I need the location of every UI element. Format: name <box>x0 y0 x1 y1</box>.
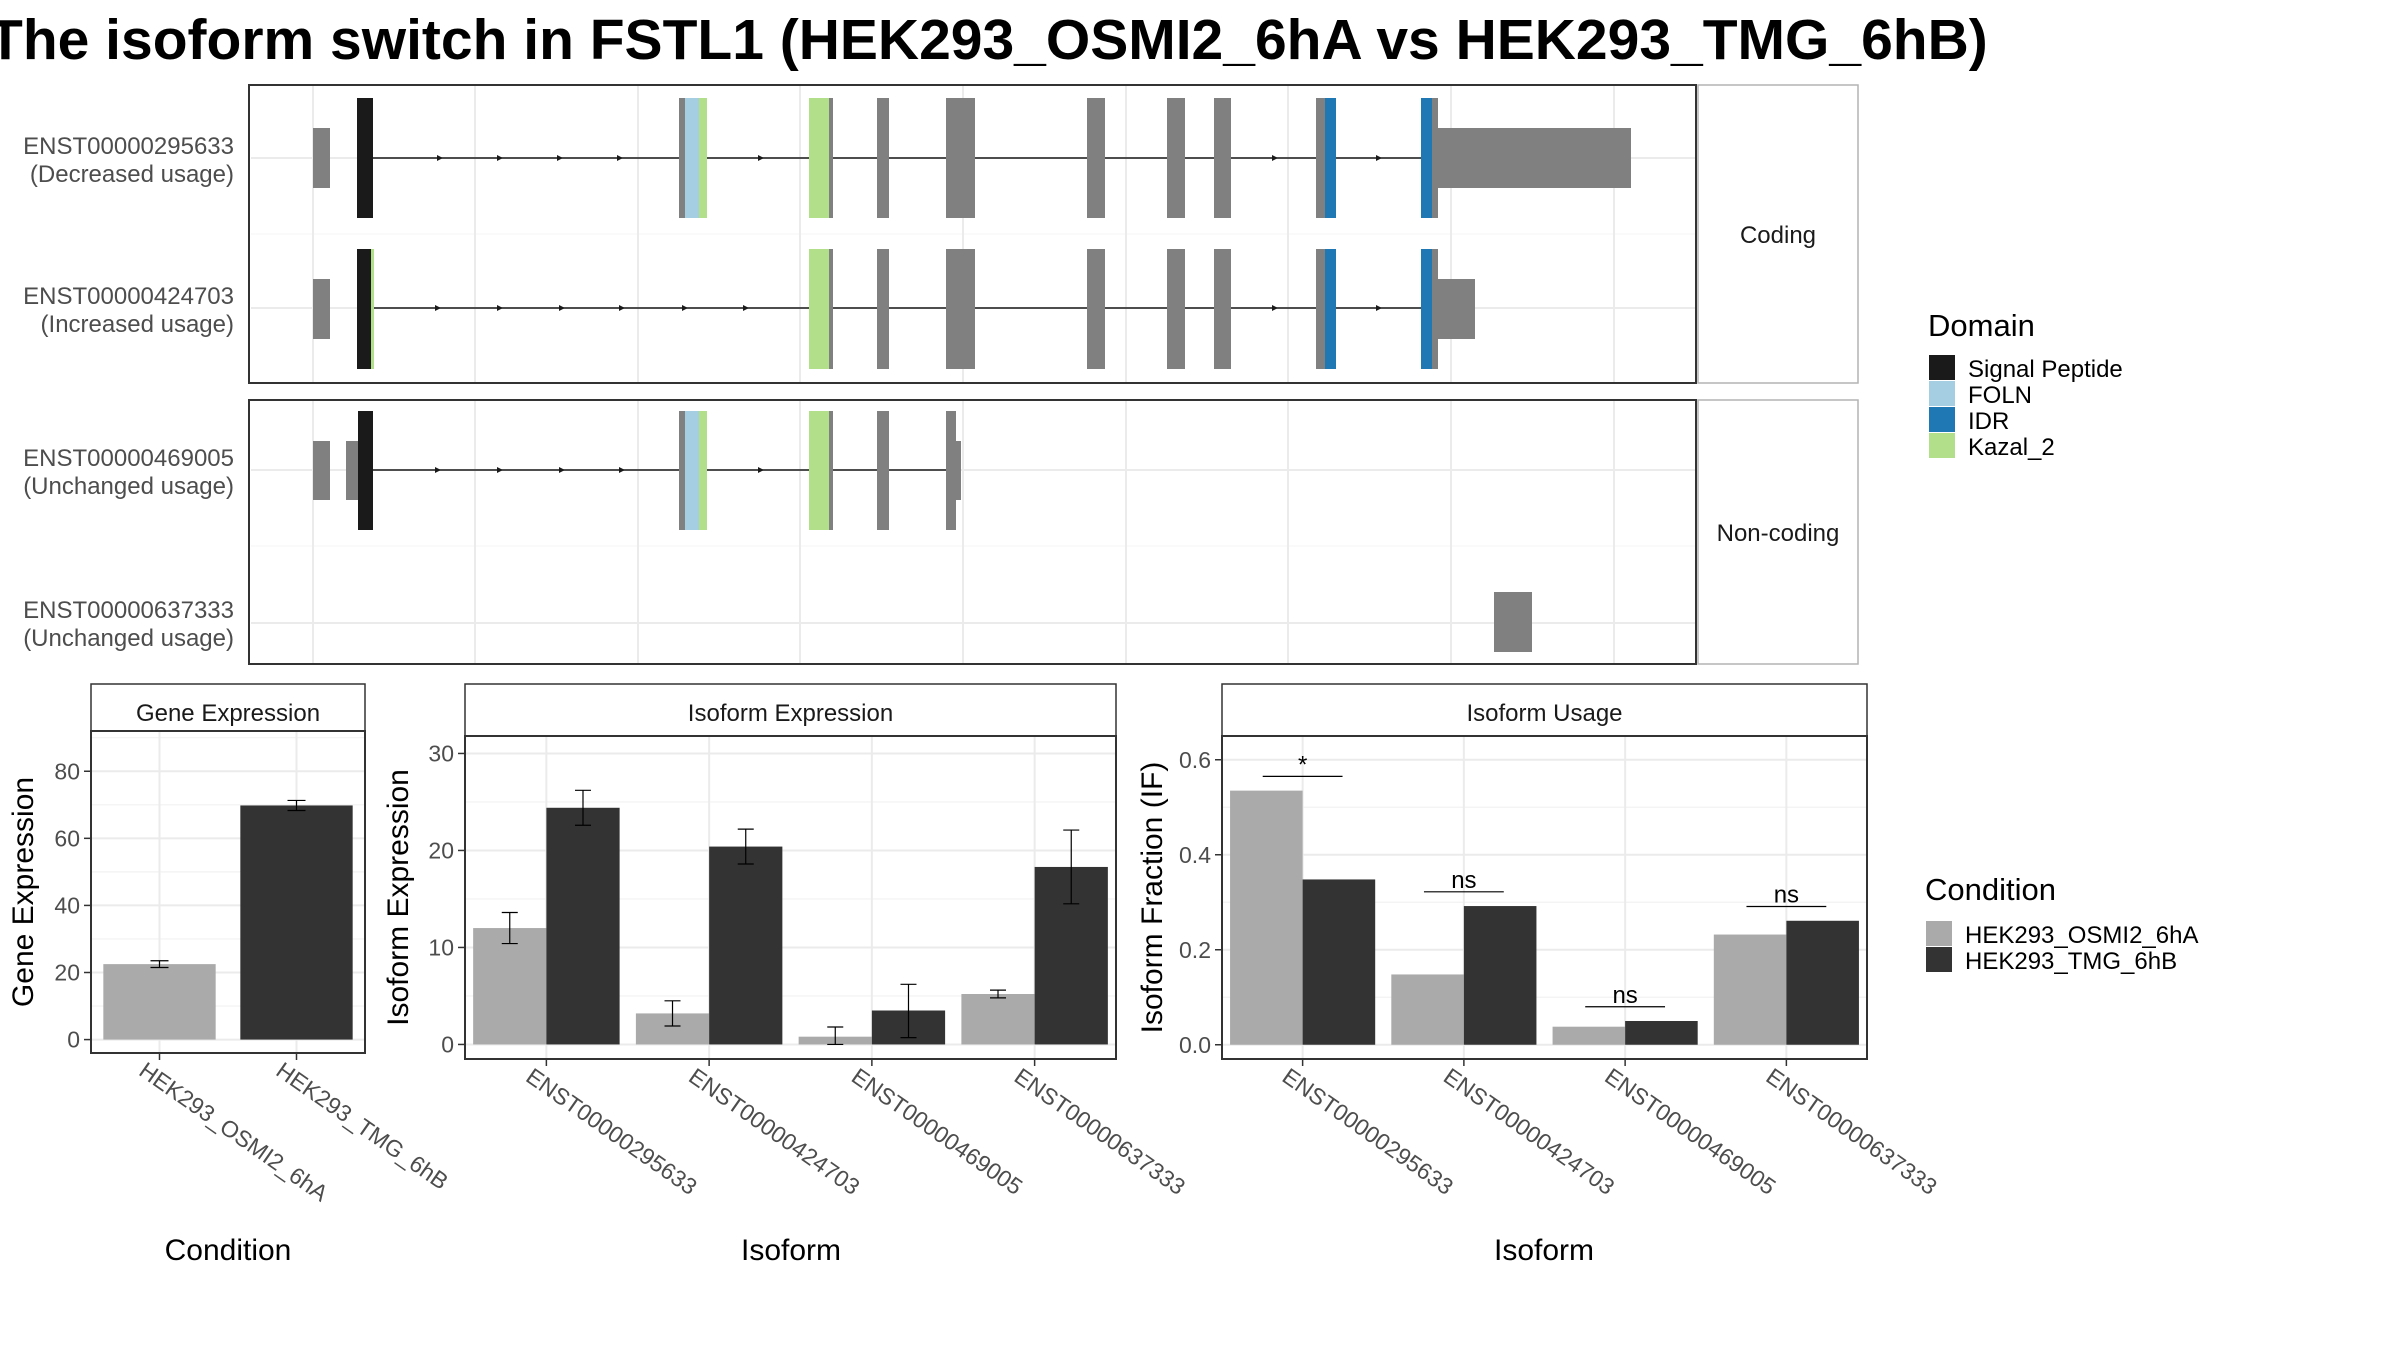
transcript-usage: (Decreased usage) <box>30 161 234 188</box>
isoform-expression-chart: Isoform Expression 0 10 20 30 ENST00000295633… <box>382 683 1190 1267</box>
domain-legend: Domain Signal Peptide FOLN IDR Kazal_2 <box>1928 308 2123 461</box>
bar <box>1391 974 1464 1045</box>
facet-strip-noncoding: Non-coding <box>1697 399 1859 665</box>
bar <box>1463 906 1537 1045</box>
y-tick-label: 80 <box>54 758 80 784</box>
y-tick-label: 20 <box>428 837 454 863</box>
transcript-id: ENST00000424703 <box>23 283 234 310</box>
bar <box>1552 1026 1626 1045</box>
y-tick-label: 40 <box>54 892 80 918</box>
transcript-id: ENST00000469005 <box>23 445 234 472</box>
y-axis-title: Isoform Expression <box>382 769 415 1026</box>
x-tick-label: ENST00000295633 <box>1278 1063 1458 1200</box>
y-tick-label: 60 <box>54 825 80 851</box>
svg-text:IDR: IDR <box>1968 408 2009 435</box>
panel-strip <box>1221 683 1868 737</box>
bar <box>546 807 620 1045</box>
panel-border <box>1221 735 1868 1060</box>
transcript-id: ENST00000637333 <box>23 597 234 624</box>
y-tick-label: 10 <box>428 934 454 960</box>
svg-text:HEK293_TMG_6hB: HEK293_TMG_6hB <box>1965 948 2177 975</box>
svg-text:Signal Peptide: Signal Peptide <box>1968 356 2123 383</box>
y-tick-label: 30 <box>428 740 454 766</box>
y-tick-label: 0.6 <box>1179 747 1211 773</box>
y-tick-label: 0.4 <box>1179 842 1211 868</box>
significance-label: ns <box>1612 982 1637 1009</box>
bar <box>473 928 547 1045</box>
svg-text:Non-coding: Non-coding <box>1717 520 1840 547</box>
svg-text:HEK293_OSMI2_6hA: HEK293_OSMI2_6hA <box>1965 922 2198 949</box>
x-axis-title: Isoform <box>741 1234 841 1267</box>
bar <box>961 994 1035 1045</box>
panel-strip <box>90 683 366 732</box>
bar <box>1713 934 1787 1045</box>
transcript-usage: (Unchanged usage) <box>23 625 234 652</box>
panel-strip <box>464 683 1117 737</box>
bar <box>1230 790 1303 1045</box>
transcript-row-ENST00000637333 <box>1494 592 1532 652</box>
x-tick-label: ENST00000637333 <box>1762 1063 1942 1200</box>
x-tick-label: ENST00000424703 <box>1439 1063 1619 1200</box>
legend-item-signal-peptide: Signal Peptide <box>1929 355 2123 383</box>
legend-item-cond-a: HEK293_OSMI2_6hA <box>1926 921 2198 949</box>
svg-text:FOLN: FOLN <box>1968 382 2032 409</box>
legend-item-idr: IDR <box>1929 407 2009 435</box>
isoform-usage-chart: Isoform Usage * ns ns ns 0.0 0.2 0.4 0.6 ENST0000… <box>1136 683 1942 1267</box>
gene-expression-chart: Gene Expression020406080HEK293_OSMI2_6hA… <box>7 683 453 1267</box>
x-tick-label: ENST00000424703 <box>684 1063 864 1200</box>
significance-label: ns <box>1451 867 1476 894</box>
transcript-row-ENST00000469005 <box>313 411 961 530</box>
y-tick-label: 0.0 <box>1179 1032 1211 1058</box>
transcript-usage: (Unchanged usage) <box>23 473 234 500</box>
bar <box>709 846 783 1045</box>
panel-border <box>90 730 366 1054</box>
figure-title: The isoform switch in FSTL1 (HEK293_OSMI… <box>0 8 1988 72</box>
y-tick-label: 20 <box>54 960 80 986</box>
condition-legend: Condition HEK293_OSMI2_6hA HEK293_TMG_6h… <box>1925 872 2198 975</box>
bar <box>103 964 216 1040</box>
legend-item-kazal2: Kazal_2 <box>1929 433 2055 461</box>
panel-border <box>464 735 1117 1060</box>
condition-legend-title: Condition <box>1925 872 2056 907</box>
coding-panel-border <box>248 84 1697 384</box>
transcript-labels: ENST00000295633 (Decreased usage) ENST00… <box>23 133 234 652</box>
y-tick-label: 0 <box>67 1027 80 1053</box>
panel-strip-title: Gene Expression <box>136 700 320 727</box>
y-tick-label: 0.2 <box>1179 937 1211 963</box>
transcript-usage: (Increased usage) <box>41 311 234 338</box>
x-tick-label: ENST00000295633 <box>522 1063 702 1200</box>
significance-label: ns <box>1774 882 1799 909</box>
transcript-id: ENST00000295633 <box>23 133 234 160</box>
panel-strip-title: Isoform Expression <box>688 700 893 727</box>
legend-item-foln: FOLN <box>1929 381 2032 409</box>
x-tick-label: ENST00000469005 <box>847 1063 1027 1200</box>
x-tick-label: ENST00000469005 <box>1600 1063 1780 1200</box>
y-axis-title: Isoform Fraction (IF) <box>1136 762 1169 1034</box>
panel-strip-title: Isoform Usage <box>1466 700 1622 727</box>
y-tick-label: 0 <box>441 1031 454 1057</box>
bar <box>1786 920 1859 1045</box>
y-axis-title: Gene Expression <box>7 777 40 1007</box>
significance-label: * <box>1298 751 1307 778</box>
svg-text:Kazal_2: Kazal_2 <box>1968 434 2055 461</box>
domain-legend-title: Domain <box>1928 308 2035 343</box>
transcript-row-ENST00000424703 <box>313 249 1475 369</box>
x-axis-title: Condition <box>165 1234 292 1267</box>
bar <box>1625 1021 1698 1045</box>
facet-strip-coding: Coding <box>1697 84 1859 384</box>
svg-text:Coding: Coding <box>1740 222 1816 249</box>
legend-item-cond-b: HEK293_TMG_6hB <box>1926 947 2177 975</box>
transcript-row-ENST00000295633 <box>313 98 1631 218</box>
noncoding-panel-border <box>248 399 1697 665</box>
bar <box>1302 879 1376 1045</box>
structure-panel: Coding Non-coding ENST00000295633 (Decre… <box>23 84 1859 665</box>
bar <box>240 805 353 1040</box>
x-axis-title: Isoform <box>1494 1234 1594 1267</box>
x-tick-label: ENST00000637333 <box>1010 1063 1190 1200</box>
